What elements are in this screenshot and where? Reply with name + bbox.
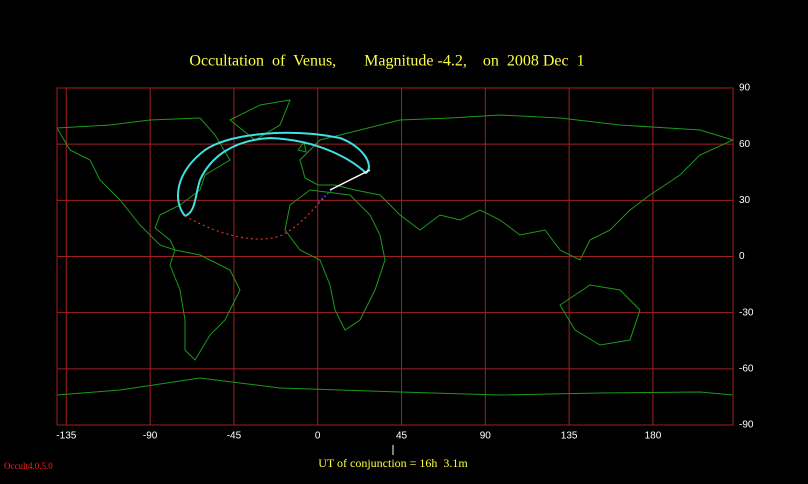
british-isles [297,140,307,153]
y-tick-label: -30 [739,307,754,318]
y-tick-label: 90 [739,83,751,94]
x-tick-label: 180 [645,431,662,442]
x-tick-label: -45 [227,431,242,442]
occultation-path [177,131,371,240]
y-tick-label: -90 [739,420,754,431]
x-tick-label: -90 [143,431,158,442]
greenland [229,99,291,141]
eurasia [299,114,735,261]
x-tick-label: 135 [561,431,578,442]
north-america [56,117,231,251]
africa [284,189,386,331]
coastlines [56,99,735,396]
conjunction-time: UT of conjunction = 16h 3.1m [318,456,468,470]
x-tick-label: 0 [315,431,321,442]
y-tick-label: 60 [739,139,751,150]
x-tick-label: 90 [480,431,492,442]
visibility-limit [177,131,370,217]
x-tick-label: -135 [56,431,76,442]
y-tick-label: -60 [739,363,754,374]
grid [57,87,733,426]
central-line [329,169,371,191]
australia [559,284,641,346]
south-america [169,249,241,361]
software-version: Occult4.0.5.0 [4,461,53,471]
title: Occultation of Venus, Magnitude -4.2, on… [189,53,584,70]
y-tick-label: 30 [739,195,751,206]
sunset-segment [317,189,333,203]
y-tick-label: 0 [739,251,745,262]
daylight-limit [184,195,327,240]
x-tick-label: 45 [396,431,408,442]
map-frame [56,87,734,426]
antarctica [56,377,734,396]
